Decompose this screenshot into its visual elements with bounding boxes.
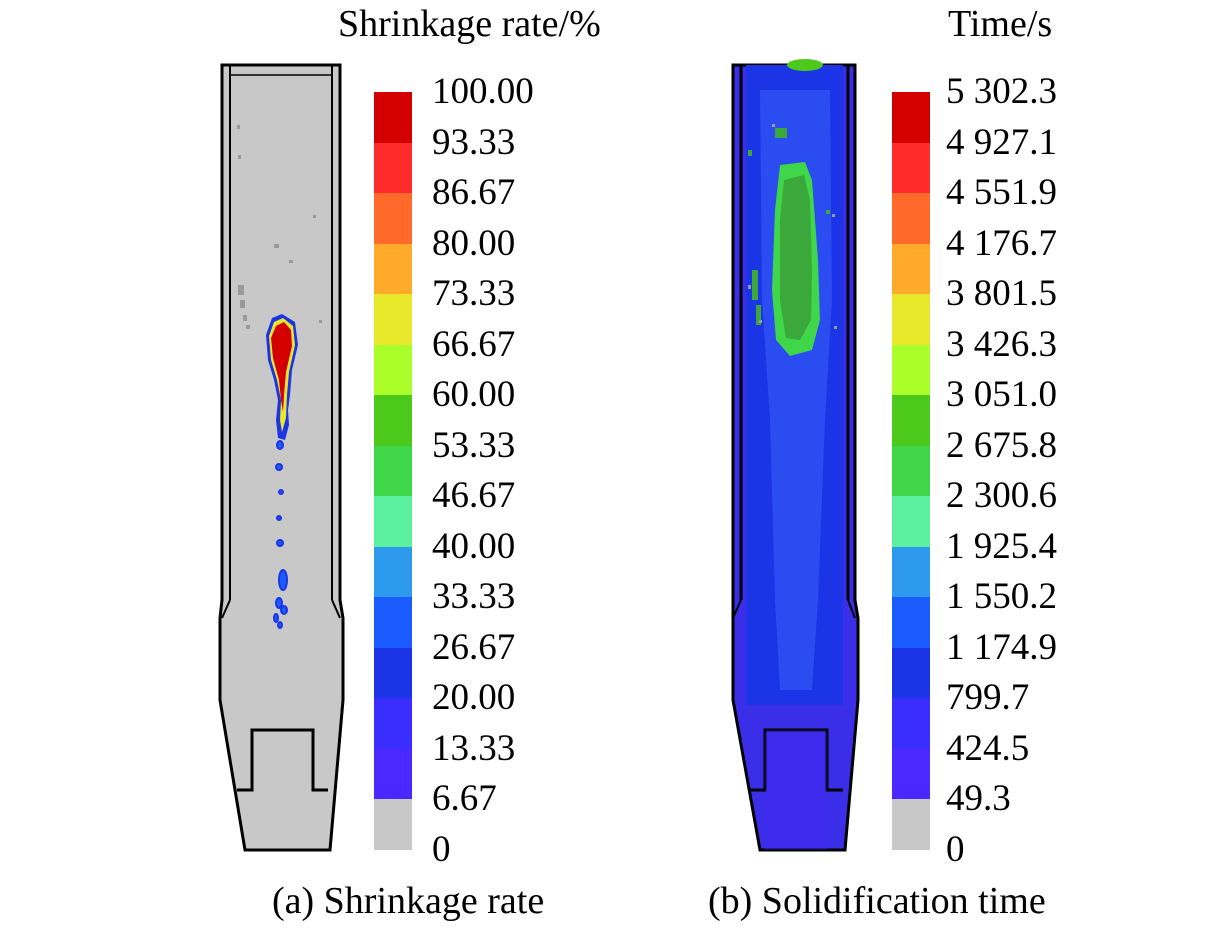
legend-a-label: 46.67 xyxy=(432,475,516,516)
legend-a-swatch-1 xyxy=(374,143,412,193)
legend-b-swatch-4 xyxy=(892,294,930,345)
legend-a-label: 26.67 xyxy=(432,627,516,668)
legend-b-swatch-0 xyxy=(892,92,930,143)
legend-b-label: 4 551.9 xyxy=(946,172,1057,213)
legend-b-label: 2 300.6 xyxy=(946,475,1057,516)
legend-a-swatch-11 xyxy=(374,648,412,698)
legend-b-label: 2 675.8 xyxy=(946,425,1057,466)
legend-b-swatch-5 xyxy=(892,345,930,395)
panel-a-caption: (a) Shrinkage rate xyxy=(272,880,545,922)
legend-b-swatch-8 xyxy=(892,496,930,547)
legend-b-label: 1 925.4 xyxy=(946,526,1057,567)
legend-a-label: 80.00 xyxy=(432,223,516,264)
legend-a-label: 73.33 xyxy=(432,273,516,314)
legend-b-swatch-9 xyxy=(892,547,930,597)
solidification-zone-inner xyxy=(780,175,812,340)
legend-b-label: 0 xyxy=(946,829,965,870)
legend-b-label: 3 426.3 xyxy=(946,324,1057,365)
legend-a-swatch-2 xyxy=(374,193,412,244)
legend-b-swatch-11 xyxy=(892,648,930,698)
legend-a-swatch-0 xyxy=(374,92,412,143)
casting-b xyxy=(731,59,860,852)
legend-a-label: 66.67 xyxy=(432,324,516,365)
legend-a-swatch-12 xyxy=(374,698,412,749)
legend-a-label: 40.00 xyxy=(432,526,516,567)
legend-a-swatch-8 xyxy=(374,496,412,547)
legend-a-swatch-13 xyxy=(374,749,412,799)
legend-b-swatch-6 xyxy=(892,395,930,446)
legend-a-swatch-10 xyxy=(374,597,412,648)
legend-b-bar xyxy=(892,92,930,850)
legend-a-swatch-9 xyxy=(374,547,412,597)
shrinkage-defect-core xyxy=(271,322,292,412)
legend-b-label: 799.7 xyxy=(946,677,1030,718)
legend-a-label: 20.00 xyxy=(432,677,516,718)
legend-b-swatch-12 xyxy=(892,698,930,749)
legend-a-label: 6.67 xyxy=(432,778,497,819)
legend-a-swatch-14 xyxy=(374,799,412,850)
casting-a xyxy=(218,63,345,852)
legend-b-label: 49.3 xyxy=(946,778,1011,819)
legend-a-label: 33.33 xyxy=(432,576,516,617)
legend-b-swatch-1 xyxy=(892,143,930,193)
casting-a-outline xyxy=(218,63,345,852)
legend-a-swatch-4 xyxy=(374,294,412,345)
legend-a-label: 93.33 xyxy=(432,122,516,163)
legend-b-label: 4 176.7 xyxy=(946,223,1057,264)
legend-b-label: 4 927.1 xyxy=(946,122,1057,163)
legend-a-swatch-5 xyxy=(374,345,412,395)
legend-b-swatch-14 xyxy=(892,799,930,850)
legend-b-label: 424.5 xyxy=(946,728,1030,769)
legend-a-swatch-7 xyxy=(374,446,412,496)
legend-b-label: 3 801.5 xyxy=(946,273,1057,314)
legend-a-label: 60.00 xyxy=(432,374,516,415)
legend-b-label: 5 302.3 xyxy=(946,71,1057,112)
legend-b-label: 1 174.9 xyxy=(946,627,1057,668)
legend-a-swatch-3 xyxy=(374,244,412,294)
panel-b-title: Time/s xyxy=(948,3,1053,45)
legend-b-swatch-13 xyxy=(892,749,930,799)
legend-a-label: 53.33 xyxy=(432,425,516,466)
legend-a-label: 13.33 xyxy=(432,728,516,769)
legend-b-label: 1 550.2 xyxy=(946,576,1057,617)
legend-a-bar xyxy=(374,92,412,850)
panel-a-title: Shrinkage rate/% xyxy=(338,3,601,45)
legend-b-swatch-7 xyxy=(892,446,930,496)
legend-b-label: 3 051.0 xyxy=(946,374,1057,415)
legend-b-swatch-10 xyxy=(892,597,930,648)
legend-a-label: 86.67 xyxy=(432,172,516,213)
panel-b-caption: (b) Solidification time xyxy=(708,880,1046,922)
legend-a-swatch-6 xyxy=(374,395,412,446)
legend-a-label: 0 xyxy=(432,829,451,870)
legend-b-swatch-2 xyxy=(892,193,930,244)
legend-a-label: 100.00 xyxy=(432,71,534,112)
legend-b-swatch-3 xyxy=(892,244,930,294)
